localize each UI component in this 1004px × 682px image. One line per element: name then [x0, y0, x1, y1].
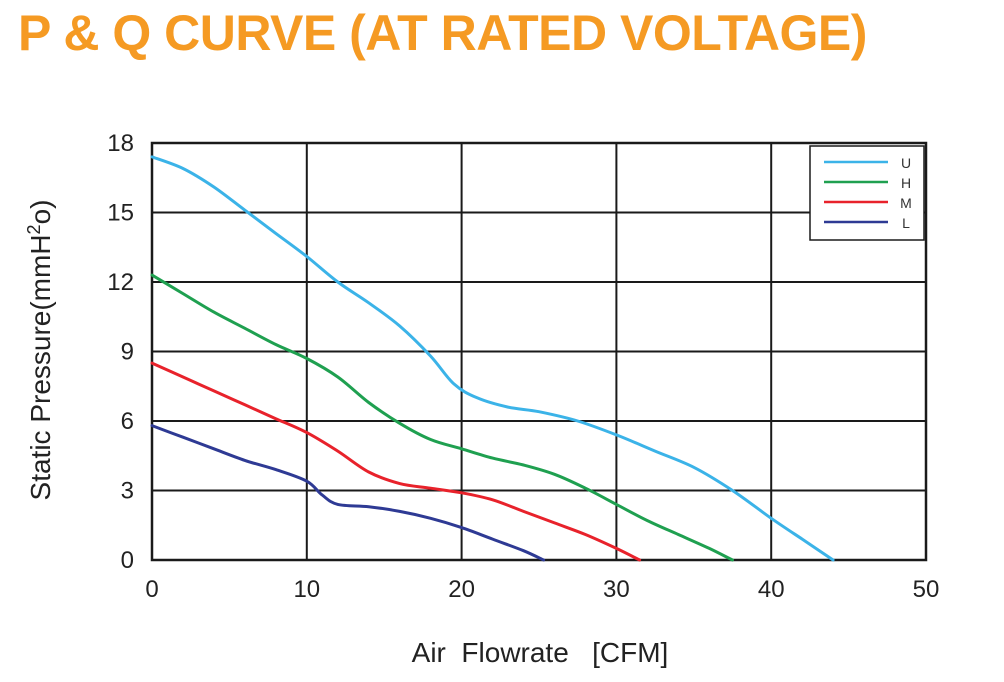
series-line-l — [150, 424, 546, 562]
y-tick-label: 12 — [107, 269, 134, 296]
chart-series — [150, 155, 835, 562]
x-tick-label: 20 — [448, 576, 475, 603]
series-line-h — [150, 273, 734, 562]
chart-title: P & Q CURVE (AT RATED VOLTAGE) — [18, 5, 867, 61]
y-tick-label: 15 — [107, 200, 134, 227]
x-axis-label: Air Flowrate [CFM] — [412, 637, 669, 668]
legend-label-m: M — [900, 195, 912, 211]
y-tick-label: 3 — [121, 478, 134, 505]
chart-ticks: 0 10 20 30 40 50 0 3 6 9 12 15 18 — [107, 130, 939, 603]
legend-label-l: L — [902, 215, 910, 231]
legend-label-h: H — [901, 175, 911, 191]
series-line-m — [150, 361, 642, 562]
plot-frame — [150, 141, 928, 562]
series-line-u — [150, 155, 835, 562]
x-tick-label: 40 — [758, 576, 785, 603]
x-tick-label: 50 — [913, 576, 940, 603]
y-tick-label: 0 — [121, 547, 134, 574]
y-tick-label: 9 — [121, 339, 134, 366]
legend-label-u: U — [901, 155, 911, 171]
y-tick-label: 18 — [107, 130, 134, 157]
x-tick-label: 10 — [293, 576, 320, 603]
x-tick-label: 0 — [145, 576, 158, 603]
x-tick-label: 30 — [603, 576, 630, 603]
y-axis-label: Static Pressure(mmH2o) — [24, 200, 56, 501]
y-tick-label: 6 — [121, 408, 134, 435]
